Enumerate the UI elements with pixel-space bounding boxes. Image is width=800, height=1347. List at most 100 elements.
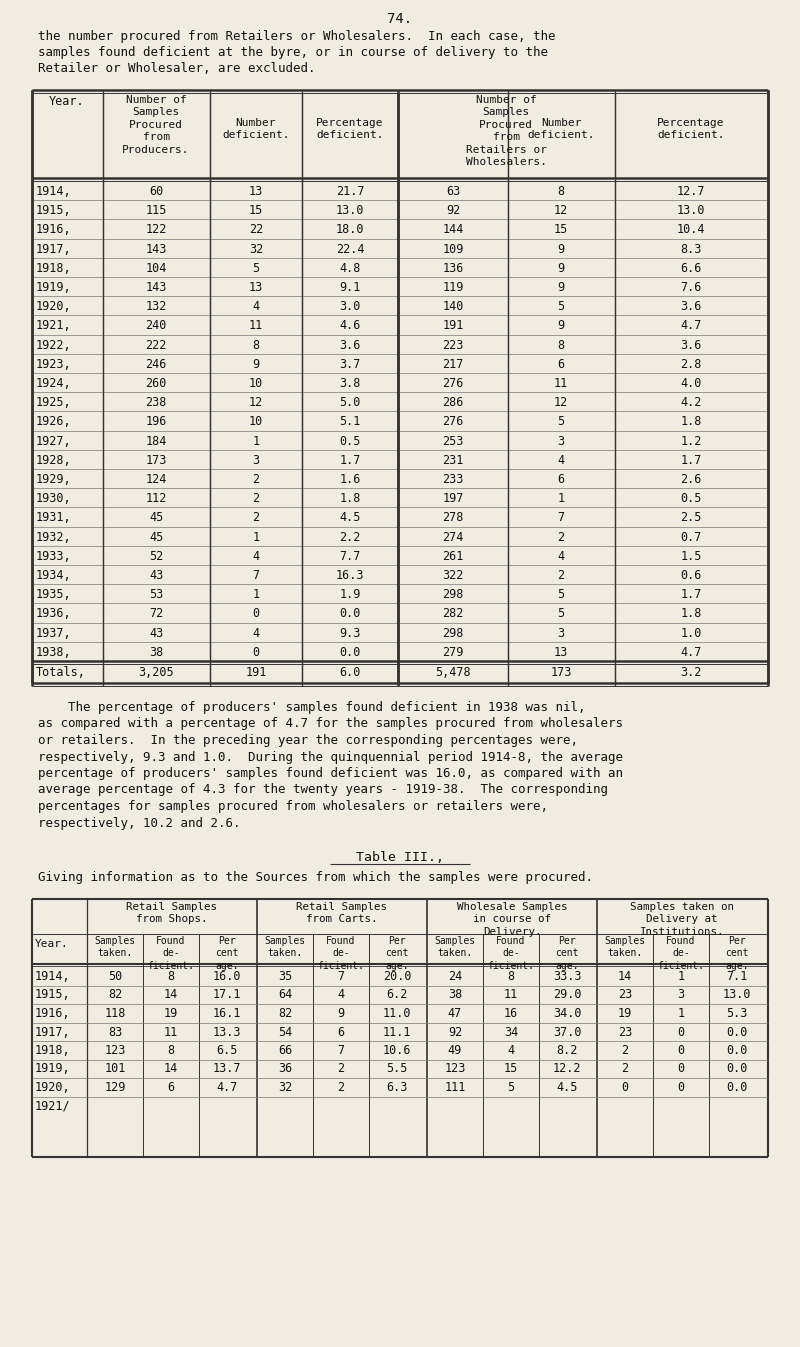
Text: 82: 82 [108,989,122,1002]
Text: 7: 7 [558,512,565,524]
Text: 0.0: 0.0 [726,1044,748,1057]
Text: or retailers.  In the preceding year the corresponding percentages were,: or retailers. In the preceding year the … [38,734,578,748]
Text: 4.6: 4.6 [339,319,361,333]
Text: 1: 1 [678,1008,685,1020]
Text: 47: 47 [448,1008,462,1020]
Text: 104: 104 [146,261,166,275]
Text: Totals,: Totals, [36,665,86,679]
Text: 83: 83 [108,1025,122,1039]
Text: 13.3: 13.3 [213,1025,242,1039]
Text: 11: 11 [164,1025,178,1039]
Text: 2.8: 2.8 [680,358,702,370]
Text: 143: 143 [146,242,166,256]
Text: 3.0: 3.0 [339,300,361,314]
Text: 1918,: 1918, [36,261,72,275]
Text: 1: 1 [558,492,565,505]
Text: 16.3: 16.3 [336,568,364,582]
Text: 1.9: 1.9 [339,589,361,601]
Text: 36: 36 [278,1063,292,1075]
Text: 111: 111 [444,1082,466,1094]
Text: 9.1: 9.1 [339,282,361,294]
Text: 253: 253 [442,435,464,447]
Text: 16.1: 16.1 [213,1008,242,1020]
Text: 8: 8 [167,970,174,983]
Text: 1916,: 1916, [36,224,72,237]
Text: 0.7: 0.7 [680,531,702,544]
Text: 122: 122 [146,224,166,237]
Text: 4: 4 [253,300,259,314]
Text: 9: 9 [558,319,565,333]
Text: 0: 0 [678,1082,685,1094]
Text: 15: 15 [554,224,568,237]
Text: 33.3: 33.3 [553,970,582,983]
Text: 136: 136 [442,261,464,275]
Text: 21.7: 21.7 [336,185,364,198]
Text: Found
de-
ficient.: Found de- ficient. [318,936,365,971]
Text: 6: 6 [558,473,565,486]
Text: 9: 9 [338,1008,345,1020]
Text: 6.6: 6.6 [680,261,702,275]
Text: 5: 5 [558,589,565,601]
Text: 1924,: 1924, [36,377,72,391]
Text: 1.2: 1.2 [680,435,702,447]
Text: 191: 191 [246,665,266,679]
Text: Number
deficient.: Number deficient. [527,119,594,140]
Text: 53: 53 [149,589,163,601]
Text: 173: 173 [146,454,166,467]
Text: 2: 2 [253,492,259,505]
Text: 240: 240 [146,319,166,333]
Text: 1921/: 1921/ [35,1099,70,1113]
Text: 34.0: 34.0 [553,1008,582,1020]
Text: 2: 2 [338,1082,345,1094]
Text: Samples
taken.: Samples taken. [434,936,475,959]
Text: 9: 9 [253,358,259,370]
Text: 11: 11 [504,989,518,1002]
Text: 1915,: 1915, [35,989,70,1002]
Text: 1919,: 1919, [36,282,72,294]
Text: 4: 4 [558,454,565,467]
Text: 6.5: 6.5 [216,1044,238,1057]
Text: 1934,: 1934, [36,568,72,582]
Text: 1916,: 1916, [35,1008,70,1020]
Text: 0.0: 0.0 [339,645,361,659]
Text: 1919,: 1919, [35,1063,70,1075]
Text: 8: 8 [167,1044,174,1057]
Text: 1935,: 1935, [36,589,72,601]
Text: 115: 115 [146,205,166,217]
Text: 63: 63 [446,185,460,198]
Text: 3.6: 3.6 [680,338,702,352]
Text: 1930,: 1930, [36,492,72,505]
Text: 3.6: 3.6 [339,338,361,352]
Text: 13.0: 13.0 [722,989,751,1002]
Text: 49: 49 [448,1044,462,1057]
Text: 6: 6 [167,1082,174,1094]
Text: 13: 13 [249,185,263,198]
Text: 1: 1 [253,589,259,601]
Text: 5: 5 [558,300,565,314]
Text: 11.1: 11.1 [382,1025,411,1039]
Text: 10.4: 10.4 [677,224,706,237]
Text: Percentage
deficient.: Percentage deficient. [316,119,384,140]
Text: 191: 191 [442,319,464,333]
Text: 1929,: 1929, [36,473,72,486]
Text: 109: 109 [442,242,464,256]
Text: 223: 223 [442,338,464,352]
Text: 5: 5 [507,1082,514,1094]
Text: 1.0: 1.0 [680,626,702,640]
Text: respectively, 10.2 and 2.6.: respectively, 10.2 and 2.6. [38,816,241,830]
Text: 2: 2 [253,473,259,486]
Text: 22.4: 22.4 [336,242,364,256]
Text: 22: 22 [249,224,263,237]
Text: 1.5: 1.5 [680,550,702,563]
Text: 4.7: 4.7 [680,319,702,333]
Text: 1937,: 1937, [36,626,72,640]
Text: 15: 15 [504,1063,518,1075]
Text: 72: 72 [149,607,163,621]
Text: 10: 10 [249,377,263,391]
Text: 4.8: 4.8 [339,261,361,275]
Text: Year.: Year. [35,939,69,950]
Text: 6.2: 6.2 [386,989,408,1002]
Text: 60: 60 [149,185,163,198]
Text: 2: 2 [558,568,565,582]
Text: 6.3: 6.3 [386,1082,408,1094]
